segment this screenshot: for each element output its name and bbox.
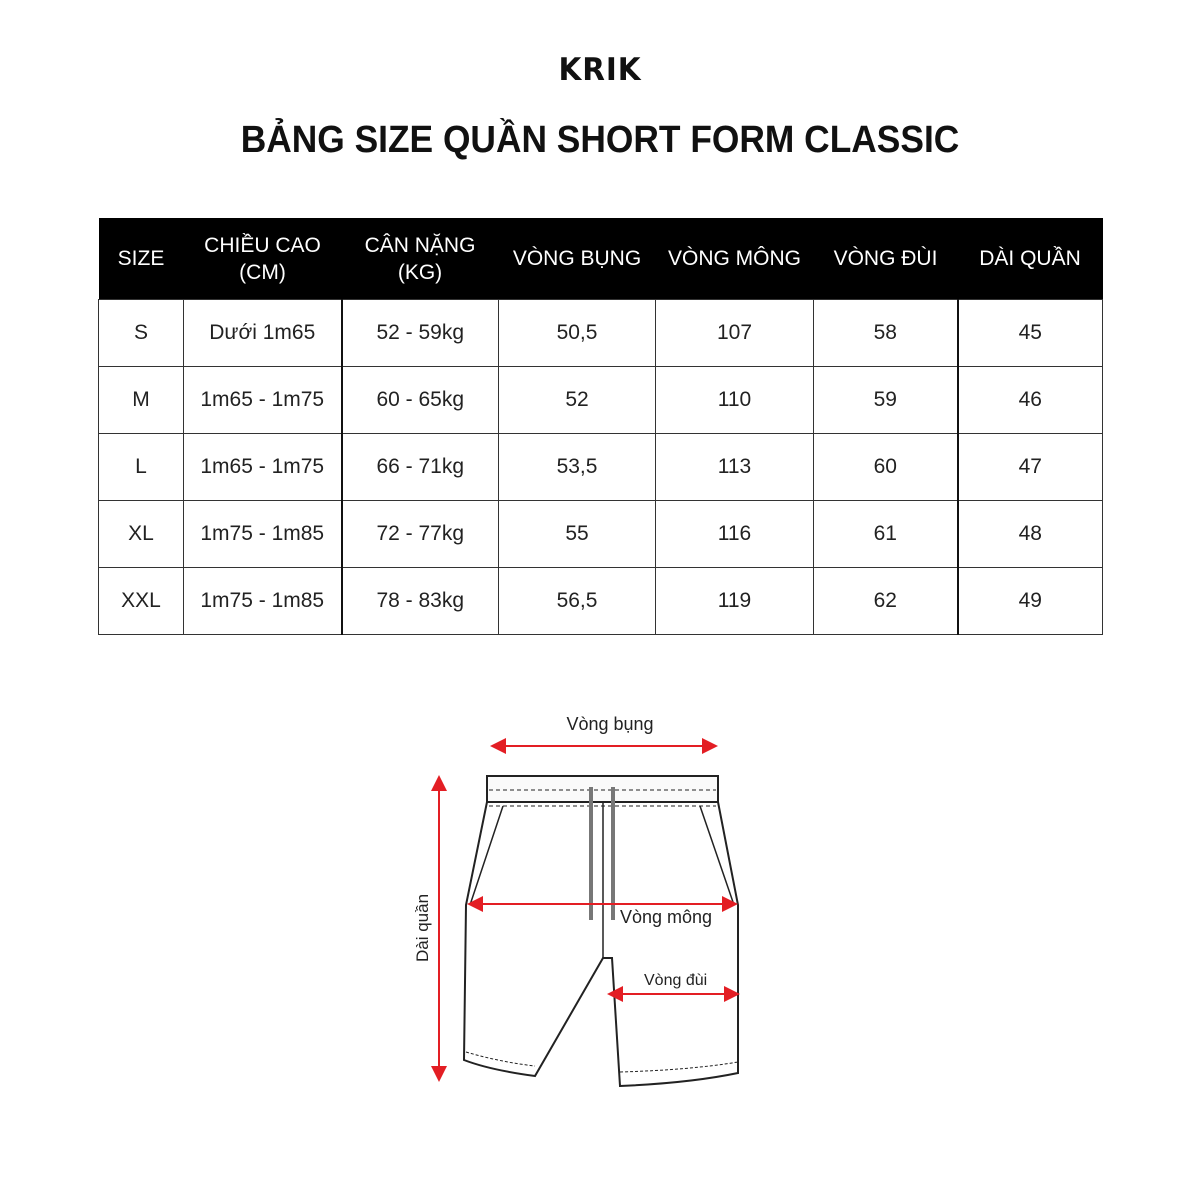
table-cell: Dưới 1m65: [183, 299, 343, 367]
table-cell: 1m75 - 1m85: [183, 500, 343, 568]
column-header: VÒNG ĐÙI: [813, 218, 958, 300]
table-cell: 119: [655, 567, 814, 635]
column-header: CHIỀU CAO (CM): [183, 218, 342, 300]
table-cell: 62: [813, 567, 959, 635]
column-header: VÒNG MÔNG: [655, 218, 814, 300]
column-header: CÂN NẶNG (KG): [341, 218, 499, 300]
column-header: VÒNG BỤNG: [498, 218, 656, 300]
length-label: Dài quần: [413, 894, 432, 962]
table-cell: 1m75 - 1m85: [183, 567, 343, 635]
measurement-arrows: [431, 738, 740, 1082]
table-row: S Dưới 1m65 52 - 59kg 50,5 107 58 45: [98, 299, 1103, 367]
table-row: L 1m65 - 1m75 66 - 71kg 53,5 113 60 47: [98, 433, 1103, 501]
table-row: M 1m65 - 1m75 60 - 65kg 52 110 59 46: [98, 366, 1103, 434]
table-cell: L: [98, 433, 184, 501]
table-header-row: SIZE CHIỀU CAO (CM) CÂN NẶNG (KG) VÒNG BỤNG VÒ…: [98, 218, 1103, 300]
table-cell: 60 - 65kg: [341, 366, 499, 434]
column-header: DÀI QUẦN: [957, 218, 1103, 300]
table-cell: S: [98, 299, 184, 367]
table-cell: 58: [813, 299, 959, 367]
brand-logo: KRIK: [558, 52, 642, 88]
hip-label: Vòng mông: [620, 907, 712, 927]
table-cell: 66 - 71kg: [341, 433, 499, 501]
table-cell: 50,5: [498, 299, 656, 367]
shorts-outline: [462, 775, 739, 1088]
drawstrings: [589, 787, 615, 920]
table-cell: 46: [957, 366, 1103, 434]
table-cell: 56,5: [498, 567, 656, 635]
page-title: BẢNG SIZE QUẦN SHORT FORM CLASSIC: [240, 119, 960, 161]
thigh-label: Vòng đùi: [644, 972, 707, 989]
table-cell: 113: [655, 433, 814, 501]
table-cell: 60: [813, 433, 959, 501]
table-cell: 1m65 - 1m75: [183, 366, 343, 434]
table-cell: XXL: [98, 567, 184, 635]
waist-label: Vòng bụng: [566, 714, 653, 734]
size-table: SIZE CHIỀU CAO (CM) CÂN NẶNG (KG) VÒNG BỤNG VÒ…: [98, 218, 1103, 635]
column-header: SIZE: [98, 218, 184, 300]
table-cell: 49: [957, 567, 1103, 635]
table-cell: 107: [655, 299, 814, 367]
table-cell: XL: [98, 500, 184, 568]
table-cell: 52 - 59kg: [341, 299, 499, 367]
table-cell: 48: [957, 500, 1103, 568]
table-row: XXL 1m75 - 1m85 78 - 83kg 56,5 119 62 49: [98, 567, 1103, 635]
table-cell: 59: [813, 366, 959, 434]
table-cell: 72 - 77kg: [341, 500, 499, 568]
table-cell: 78 - 83kg: [341, 567, 499, 635]
table-cell: M: [98, 366, 184, 434]
table-cell: 116: [655, 500, 814, 568]
table-cell: 45: [957, 299, 1103, 367]
